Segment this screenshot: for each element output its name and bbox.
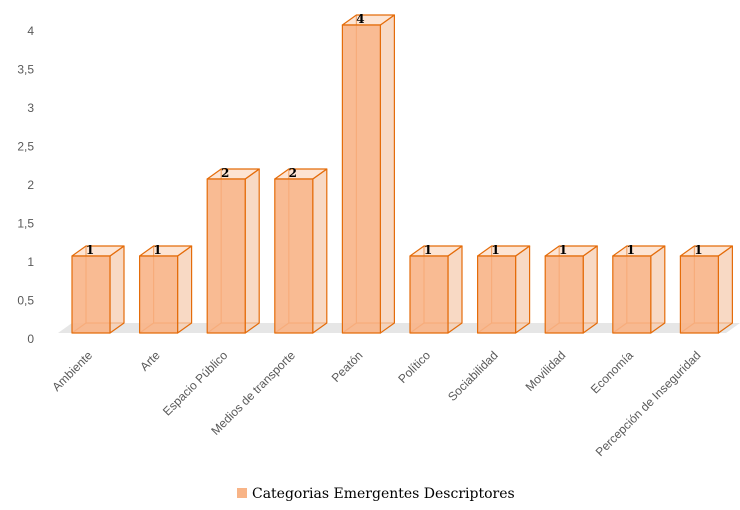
x-tick-label: Arte xyxy=(137,348,163,374)
bar-front xyxy=(274,178,314,334)
bar-front xyxy=(71,255,111,334)
bar: 1 xyxy=(477,243,531,334)
bar-side xyxy=(312,168,328,334)
x-tick-label: Ambiente xyxy=(49,348,95,394)
bar-side xyxy=(379,14,395,334)
x-tick-label: Peatón xyxy=(329,348,366,385)
bar: 1 xyxy=(679,243,734,334)
bar-front xyxy=(612,255,652,334)
x-tick-label: Espacio Público xyxy=(160,348,231,419)
bar-side xyxy=(109,245,125,334)
x-tick-label: Político xyxy=(395,348,433,386)
y-tick-label: 2,5 xyxy=(17,140,34,154)
bar: 1 xyxy=(139,243,193,334)
bar-side xyxy=(244,168,260,334)
bar-side xyxy=(447,245,463,334)
y-tick-label: 0,5 xyxy=(17,294,34,308)
y-axis: 0 0,5 1 1,5 2 2,5 3 3,5 4 xyxy=(17,24,34,346)
bar: 1 xyxy=(544,243,598,334)
bar-front xyxy=(477,255,517,334)
data-label: 1 xyxy=(694,243,702,257)
legend-swatch xyxy=(237,488,247,498)
data-label: 1 xyxy=(86,243,94,257)
y-tick-label: 3,5 xyxy=(17,63,34,77)
y-tick-label: 1 xyxy=(27,255,34,269)
bar: 1 xyxy=(612,243,666,334)
y-tick-label: 2 xyxy=(27,178,34,192)
legend-label: Categorias Emergentes Descriptores xyxy=(252,486,515,502)
bar: 1 xyxy=(409,243,463,334)
bar-side xyxy=(650,245,666,334)
y-tick-label: 0 xyxy=(27,332,34,346)
x-tick-label: Movilidad xyxy=(523,348,569,394)
legend: Categorias Emergentes Descriptores xyxy=(237,486,515,502)
bar-front xyxy=(139,255,179,334)
bar: 1 xyxy=(71,243,125,334)
data-label: 1 xyxy=(153,243,161,257)
bar-front xyxy=(409,255,449,334)
data-label: 1 xyxy=(627,243,635,257)
y-tick-label: 4 xyxy=(27,24,34,38)
bar-side xyxy=(582,245,598,334)
bar-front xyxy=(679,255,720,334)
bar-front xyxy=(206,178,246,334)
data-label: 1 xyxy=(559,243,567,257)
bar: 2 xyxy=(274,166,328,334)
bar-front xyxy=(341,24,381,334)
data-label: 1 xyxy=(491,243,499,257)
bar-side xyxy=(717,245,734,334)
bar-side xyxy=(514,245,531,334)
x-tick-label: Sociabilidad xyxy=(445,348,501,404)
x-tick-label: Economía xyxy=(588,348,636,396)
data-label: 2 xyxy=(221,166,229,180)
bars: 1 1 2 2 4 1 1 1 1 1 xyxy=(71,12,734,334)
bar-front xyxy=(544,255,584,334)
data-label: 2 xyxy=(289,166,297,180)
bar: 4 xyxy=(341,12,395,334)
y-tick-label: 3 xyxy=(27,101,34,115)
bar-side xyxy=(177,245,193,334)
data-label: 1 xyxy=(424,243,432,257)
y-tick-label: 1,5 xyxy=(17,217,34,231)
data-label: 4 xyxy=(356,12,364,26)
bar: 2 xyxy=(206,166,260,334)
